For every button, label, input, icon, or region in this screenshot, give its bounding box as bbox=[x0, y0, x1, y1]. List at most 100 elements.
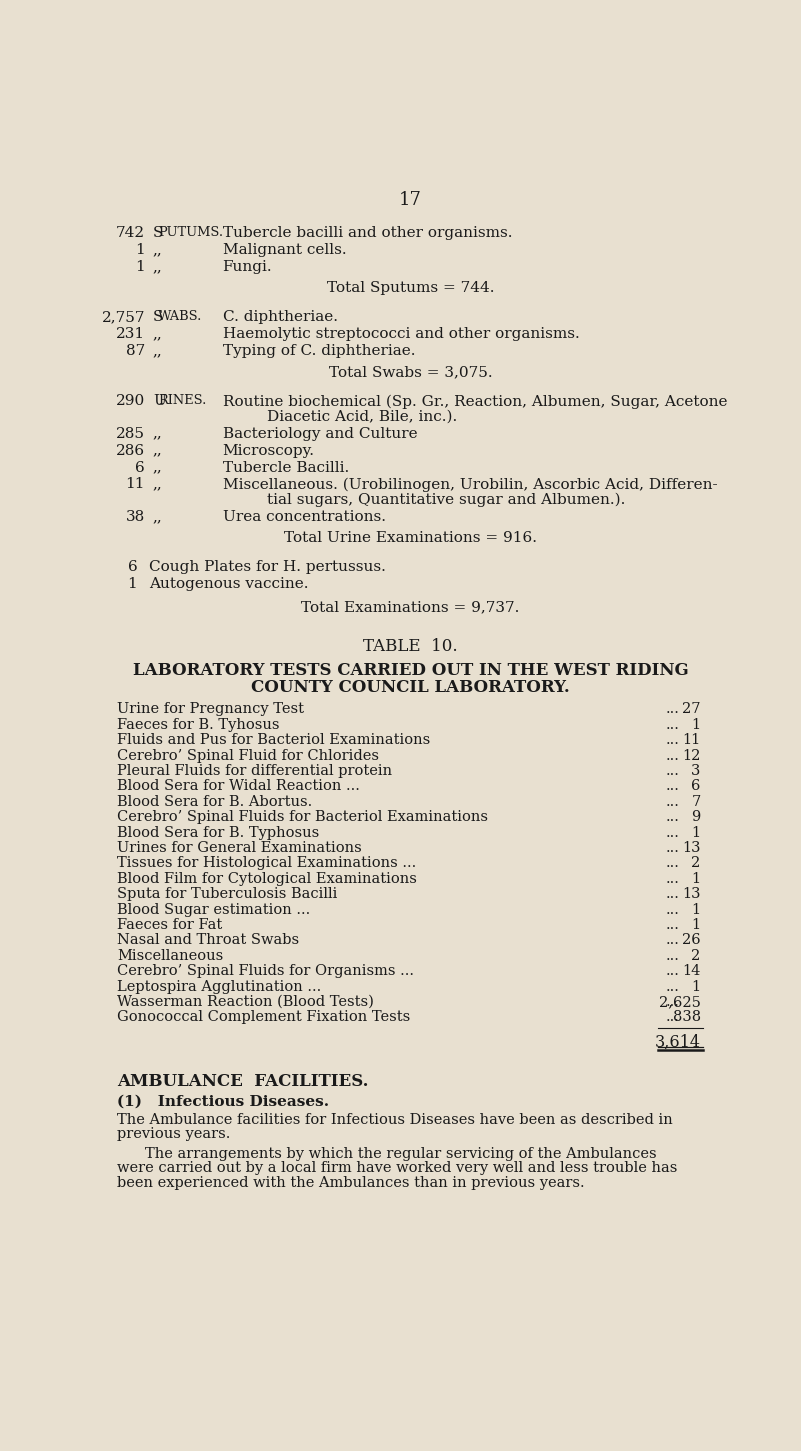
Text: ...: ... bbox=[665, 918, 679, 932]
Text: 7: 7 bbox=[691, 795, 701, 808]
Text: 1: 1 bbox=[691, 826, 701, 840]
Text: TABLE  10.: TABLE 10. bbox=[363, 638, 458, 656]
Text: 13: 13 bbox=[682, 842, 701, 855]
Text: 1: 1 bbox=[691, 903, 701, 917]
Text: Cough Plates for H. pertussus.: Cough Plates for H. pertussus. bbox=[149, 560, 386, 575]
Text: Blood Sugar estimation ...: Blood Sugar estimation ... bbox=[117, 903, 311, 917]
Text: Gonococcal Complement Fixation Tests: Gonococcal Complement Fixation Tests bbox=[117, 1010, 410, 1024]
Text: The arrangements by which the regular servicing of the Ambulances: The arrangements by which the regular se… bbox=[145, 1146, 657, 1161]
Text: Faeces for Fat: Faeces for Fat bbox=[117, 918, 223, 932]
Text: Tissues for Histological Examinations ...: Tissues for Histological Examinations ..… bbox=[117, 856, 417, 871]
Text: ,,: ,, bbox=[153, 477, 163, 492]
Text: 3: 3 bbox=[691, 763, 701, 778]
Text: Blood Film for Cytological Examinations: Blood Film for Cytological Examinations bbox=[117, 872, 417, 885]
Text: WABS.: WABS. bbox=[158, 311, 203, 324]
Text: ...: ... bbox=[665, 979, 679, 994]
Text: ...: ... bbox=[665, 826, 679, 840]
Text: 1: 1 bbox=[135, 244, 145, 257]
Text: 11: 11 bbox=[682, 733, 701, 747]
Text: ...: ... bbox=[665, 733, 679, 747]
Text: 6: 6 bbox=[127, 560, 137, 575]
Text: ,,: ,, bbox=[153, 427, 163, 441]
Text: ,,: ,, bbox=[153, 509, 163, 524]
Text: Leptospira Agglutination ...: Leptospira Agglutination ... bbox=[117, 979, 321, 994]
Text: Haemolytic streptococci and other organisms.: Haemolytic streptococci and other organi… bbox=[223, 328, 579, 341]
Text: 290: 290 bbox=[116, 395, 145, 408]
Text: The Ambulance facilities for Infectious Diseases have been as described in: The Ambulance facilities for Infectious … bbox=[117, 1113, 673, 1127]
Text: ...: ... bbox=[665, 949, 679, 963]
Text: Miscellaneous: Miscellaneous bbox=[117, 949, 223, 963]
Text: Cerebro’ Spinal Fluids for Organisms ...: Cerebro’ Spinal Fluids for Organisms ... bbox=[117, 963, 414, 978]
Text: U: U bbox=[153, 395, 166, 408]
Text: COUNTY COUNCIL LABORATORY.: COUNTY COUNCIL LABORATORY. bbox=[252, 679, 570, 696]
Text: ...: ... bbox=[665, 810, 679, 824]
Text: been experienced with the Ambulances than in previous years.: been experienced with the Ambulances tha… bbox=[117, 1175, 585, 1190]
Text: 838: 838 bbox=[673, 1010, 701, 1024]
Text: ...: ... bbox=[665, 795, 679, 808]
Text: 1: 1 bbox=[691, 918, 701, 932]
Text: Urea concentrations.: Urea concentrations. bbox=[223, 509, 385, 524]
Text: Nasal and Throat Swabs: Nasal and Throat Swabs bbox=[117, 933, 300, 948]
Text: tial sugars, Quantitative sugar and Albumen.).: tial sugars, Quantitative sugar and Albu… bbox=[267, 493, 625, 508]
Text: Pleural Fluids for differential protein: Pleural Fluids for differential protein bbox=[117, 763, 392, 778]
Text: Urine for Pregnancy Test: Urine for Pregnancy Test bbox=[117, 702, 304, 717]
Text: Faeces for B. Tyhosus: Faeces for B. Tyhosus bbox=[117, 718, 280, 731]
Text: 1: 1 bbox=[691, 872, 701, 885]
Text: 14: 14 bbox=[682, 963, 701, 978]
Text: Total Sputums = 744.: Total Sputums = 744. bbox=[327, 281, 494, 295]
Text: ,,: ,, bbox=[153, 244, 163, 257]
Text: Total Examinations = 9,737.: Total Examinations = 9,737. bbox=[301, 599, 520, 614]
Text: Fluids and Pus for Bacteriol Examinations: Fluids and Pus for Bacteriol Examination… bbox=[117, 733, 430, 747]
Text: 231: 231 bbox=[116, 328, 145, 341]
Text: ,,: ,, bbox=[153, 444, 163, 457]
Text: 742: 742 bbox=[116, 226, 145, 241]
Text: ...: ... bbox=[665, 903, 679, 917]
Text: were carried out by a local firm have worked very well and less trouble has: were carried out by a local firm have wo… bbox=[117, 1161, 678, 1175]
Text: Cerebro’ Spinal Fluids for Bacteriol Examinations: Cerebro’ Spinal Fluids for Bacteriol Exa… bbox=[117, 810, 488, 824]
Text: ...: ... bbox=[665, 1010, 679, 1024]
Text: Malignant cells.: Malignant cells. bbox=[223, 244, 346, 257]
Text: Tubercle bacilli and other organisms.: Tubercle bacilli and other organisms. bbox=[223, 226, 512, 241]
Text: Total Urine Examinations = 916.: Total Urine Examinations = 916. bbox=[284, 531, 537, 544]
Text: 27: 27 bbox=[682, 702, 701, 717]
Text: PUTUMS.: PUTUMS. bbox=[158, 226, 223, 239]
Text: previous years.: previous years. bbox=[117, 1127, 231, 1142]
Text: 2,757: 2,757 bbox=[102, 311, 145, 325]
Text: (1)   Infectious Diseases.: (1) Infectious Diseases. bbox=[117, 1094, 329, 1109]
Text: 2: 2 bbox=[691, 949, 701, 963]
Text: S: S bbox=[153, 311, 163, 325]
Text: Typing of C. diphtheriae.: Typing of C. diphtheriae. bbox=[223, 344, 415, 358]
Text: ...: ... bbox=[665, 887, 679, 901]
Text: AMBULANCE  FACILITIES.: AMBULANCE FACILITIES. bbox=[117, 1072, 368, 1090]
Text: ...: ... bbox=[665, 963, 679, 978]
Text: 3,614: 3,614 bbox=[654, 1035, 701, 1051]
Text: RINES.: RINES. bbox=[158, 395, 207, 408]
Text: 1: 1 bbox=[135, 260, 145, 274]
Text: Microscopy.: Microscopy. bbox=[223, 444, 315, 457]
Text: Wasserman Reaction (Blood Tests): Wasserman Reaction (Blood Tests) bbox=[117, 995, 374, 1008]
Text: 13: 13 bbox=[682, 887, 701, 901]
Text: 26: 26 bbox=[682, 933, 701, 948]
Text: 12: 12 bbox=[682, 749, 701, 763]
Text: 38: 38 bbox=[126, 509, 145, 524]
Text: S: S bbox=[153, 226, 163, 241]
Text: Autogenous vaccine.: Autogenous vaccine. bbox=[149, 577, 308, 591]
Text: 11: 11 bbox=[126, 477, 145, 492]
Text: Bacteriology and Culture: Bacteriology and Culture bbox=[223, 427, 417, 441]
Text: 6: 6 bbox=[691, 779, 701, 794]
Text: ...: ... bbox=[665, 872, 679, 885]
Text: 1: 1 bbox=[127, 577, 137, 591]
Text: Blood Sera for B. Abortus.: Blood Sera for B. Abortus. bbox=[117, 795, 312, 808]
Text: 285: 285 bbox=[116, 427, 145, 441]
Text: Total Swabs = 3,075.: Total Swabs = 3,075. bbox=[328, 366, 493, 379]
Text: 286: 286 bbox=[116, 444, 145, 457]
Text: Routine biochemical (Sp. Gr., Reaction, Albumen, Sugar, Acetone: Routine biochemical (Sp. Gr., Reaction, … bbox=[223, 395, 727, 409]
Text: 2,625: 2,625 bbox=[659, 995, 701, 1008]
Text: 9: 9 bbox=[691, 810, 701, 824]
Text: ...: ... bbox=[665, 749, 679, 763]
Text: 6: 6 bbox=[135, 460, 145, 474]
Text: ...: ... bbox=[665, 995, 679, 1008]
Text: ...: ... bbox=[665, 933, 679, 948]
Text: ...: ... bbox=[665, 779, 679, 794]
Text: ,,: ,, bbox=[153, 344, 163, 358]
